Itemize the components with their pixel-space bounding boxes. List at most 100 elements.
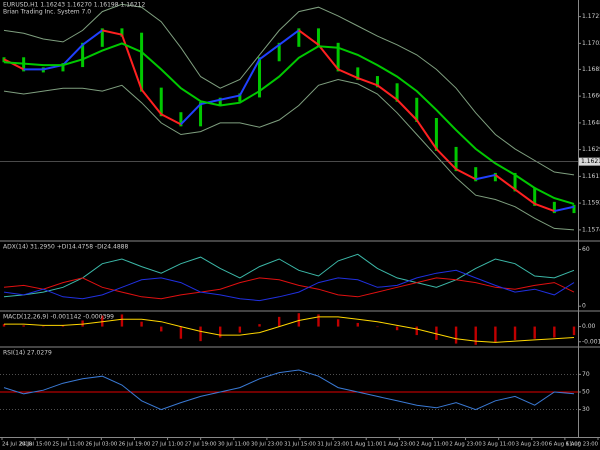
x-tick-label: 30 Jul 11:00: [218, 442, 250, 448]
candle: [316, 28, 320, 47]
y-tick-label: 1.16480: [582, 119, 600, 126]
trend-segment: [455, 168, 477, 181]
candle: [474, 167, 478, 182]
x-tick-label: 26 Jul 03:00: [85, 442, 117, 448]
indicator-line: [3, 253, 575, 298]
candle: [415, 97, 419, 122]
indicator-line: [3, 369, 575, 411]
y-tick-label: 1.16295: [582, 146, 600, 153]
candle: [199, 102, 203, 127]
trend-segment: [180, 103, 202, 126]
y-tick-label: 60: [582, 246, 590, 253]
trend-segment: [337, 68, 359, 79]
candle: [533, 187, 537, 206]
trend-segment: [102, 29, 123, 36]
candle: [218, 97, 222, 107]
y-tick-label: 1.15740: [582, 226, 600, 233]
x-tick-label: 24 Jul 15:00: [19, 442, 51, 448]
candle: [572, 204, 576, 214]
indicator-line: [3, 3, 575, 176]
panel-title: RSI(14) 27.0279: [3, 350, 52, 357]
histogram-bar: [376, 326, 379, 328]
histogram-bar: [336, 319, 340, 327]
histogram-bar: [474, 326, 477, 345]
y-tick-label: -0.00125: [582, 338, 600, 345]
trend-segment: [238, 58, 261, 96]
histogram-bar: [22, 325, 25, 327]
trend-segment: [396, 99, 418, 121]
trend-segment: [415, 119, 438, 150]
y-tick-label: 0: [582, 303, 586, 310]
histogram-bar: [238, 326, 242, 333]
x-tick-label: 24 Jul 2018: [2, 442, 33, 448]
candle: [159, 87, 163, 117]
trend-segment: [3, 58, 25, 71]
x-tick-label: 25 Jul 11:00: [52, 442, 84, 448]
histogram-bar: [2, 324, 6, 327]
x-tick-label: 2 Aug 23:00: [449, 442, 482, 448]
candle: [434, 118, 438, 151]
x-tick-label: 26 Jul 19:00: [119, 442, 151, 448]
trend-segment: [258, 44, 280, 61]
candle: [375, 76, 379, 88]
trend-segment: [62, 44, 84, 66]
histogram-bar: [297, 313, 301, 327]
trend-segment: [219, 94, 241, 101]
candle: [454, 146, 458, 172]
x-tick-label: 6 Aug 23:00: [566, 442, 599, 448]
candle: [356, 67, 360, 81]
candle: [297, 28, 301, 47]
histogram-bar: [219, 326, 222, 338]
trend-segment: [140, 89, 163, 115]
histogram-bar: [61, 325, 65, 327]
histogram-bar: [572, 326, 576, 336]
x-tick-label: 2 Aug 11:00: [416, 442, 449, 448]
histogram-bar: [81, 320, 84, 327]
trend-segment: [82, 29, 103, 46]
panel-subtitle: Brian Trading Inc. System 7.0: [3, 9, 91, 16]
histogram-bar: [415, 326, 418, 336]
trend-segment: [554, 205, 575, 213]
histogram-bar: [160, 326, 163, 332]
x-tick-label: 1 Aug 23:00: [383, 442, 416, 448]
candle: [81, 42, 85, 68]
indicator-line: [3, 277, 575, 300]
histogram-bar: [317, 314, 320, 327]
trend-segment: [534, 202, 555, 213]
histogram-bar: [42, 326, 45, 328]
histogram-bar: [258, 324, 261, 327]
panel-title: MACD(12,26,9) -0.001142 -0.000399: [3, 314, 114, 321]
candle: [258, 57, 262, 98]
y-tick-label: 1.17030: [582, 40, 600, 47]
histogram-bar: [513, 326, 517, 340]
histogram-bar: [435, 326, 438, 340]
panel-title: ADX(14) 31.2950 +DI14.4758 -DI24.4888: [3, 244, 128, 251]
trend-segment: [357, 77, 378, 87]
histogram-bar: [140, 321, 143, 327]
y-tick-label: 30: [582, 406, 590, 413]
trend-segment: [317, 44, 339, 71]
y-tick-label: 0.00: [582, 323, 596, 330]
histogram-bar: [199, 326, 202, 342]
x-tick-label: 31 Jul 23:00: [317, 442, 349, 448]
y-tick-label: 1.17215: [582, 13, 600, 20]
panel-title: EURUSD,H1 1.16243 1.16270 1.16198 1.1621…: [3, 2, 145, 9]
y-tick-label: 70: [582, 371, 590, 378]
candle: [120, 28, 124, 37]
candle: [336, 42, 340, 72]
candle: [179, 112, 183, 127]
trend-segment: [376, 84, 398, 101]
y-tick-label: 1.16110: [582, 173, 600, 180]
trend-segment: [494, 174, 516, 191]
histogram-bar: [179, 326, 183, 339]
histogram-bar: [120, 314, 124, 327]
y-tick-label: 1.16850: [582, 66, 600, 73]
x-tick-label: 30 Jul 23:00: [251, 442, 283, 448]
trend-segment: [475, 173, 496, 181]
candle: [238, 93, 242, 102]
candle: [140, 32, 144, 92]
signal-line: [4, 316, 575, 343]
